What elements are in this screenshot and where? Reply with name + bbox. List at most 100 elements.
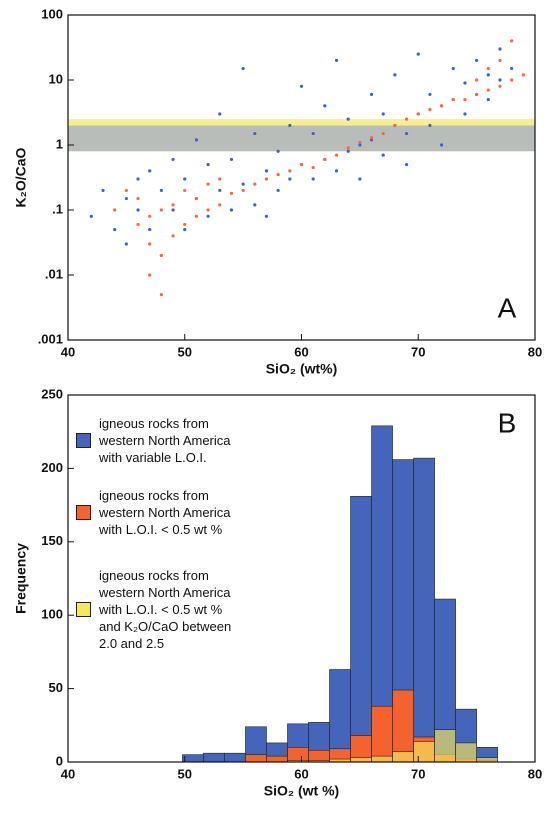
legend-label: igneous rocks from western North America…	[99, 488, 231, 537]
hist-bar	[350, 495, 372, 763]
point	[113, 208, 117, 212]
legend-swatch	[76, 505, 91, 520]
point	[510, 66, 514, 71]
x-tick-label: 70	[411, 344, 425, 359]
point	[206, 208, 210, 212]
point	[206, 214, 210, 218]
legend-swatch	[76, 433, 91, 448]
point	[218, 177, 222, 181]
point	[358, 143, 362, 147]
y-tick-label: 10	[49, 71, 63, 86]
hist-bar	[266, 755, 288, 763]
point	[194, 214, 199, 218]
point	[229, 157, 234, 162]
point	[253, 131, 257, 136]
point	[276, 149, 280, 153]
panel-label: A	[498, 292, 517, 323]
point	[346, 117, 350, 121]
hist-bar	[413, 741, 435, 763]
point	[183, 188, 187, 193]
point	[171, 234, 175, 238]
legend-entry: igneous rocks from western North America…	[76, 567, 231, 652]
point	[148, 273, 152, 277]
hist-bar	[455, 742, 477, 763]
y-tick-label: .01	[45, 266, 63, 281]
point	[475, 92, 479, 97]
point	[358, 140, 362, 144]
x-axis-label: SiO₂ (wt %)	[264, 783, 339, 799]
hist-bar	[434, 729, 456, 763]
point	[136, 177, 140, 181]
point	[381, 131, 385, 136]
legend-entry: igneous rocks from western North America…	[76, 487, 231, 538]
point	[159, 253, 163, 258]
point	[148, 242, 152, 246]
point	[486, 66, 490, 71]
hist-bar	[224, 752, 246, 763]
y-tick-label: .1	[52, 201, 63, 216]
point	[510, 39, 514, 43]
point	[148, 214, 152, 218]
legend-swatch	[76, 602, 91, 617]
point	[451, 97, 455, 102]
point	[229, 191, 234, 196]
y-tick-label: 100	[41, 6, 63, 21]
point	[416, 112, 420, 116]
point	[183, 177, 187, 181]
x-tick-label: 50	[178, 344, 192, 359]
point	[194, 196, 199, 201]
point	[183, 222, 187, 227]
x-tick-label: 40	[61, 766, 75, 781]
point	[159, 208, 163, 212]
point	[358, 177, 362, 181]
point	[486, 73, 490, 77]
point	[463, 97, 467, 102]
point	[288, 169, 292, 173]
point	[101, 188, 105, 193]
point	[393, 73, 397, 77]
point	[334, 169, 339, 173]
x-axis-label: SiO₂ (wt%)	[266, 361, 338, 377]
y-tick-label: 150	[41, 533, 63, 548]
point	[288, 177, 292, 181]
x-tick-label: 80	[528, 766, 542, 781]
point	[136, 208, 140, 212]
point	[323, 104, 327, 108]
x-tick-label: 40	[61, 344, 75, 359]
point	[369, 135, 374, 140]
point	[323, 157, 327, 162]
hist-bar	[392, 689, 414, 763]
point	[369, 92, 374, 97]
point	[299, 84, 304, 88]
point	[241, 182, 245, 186]
point	[311, 131, 315, 136]
y-tick-label: 250	[41, 386, 63, 401]
point	[159, 292, 163, 297]
point	[171, 208, 175, 212]
point	[428, 123, 432, 128]
hist-bar	[329, 669, 351, 763]
point	[148, 169, 152, 173]
point	[183, 227, 187, 232]
point	[381, 153, 385, 157]
point	[288, 123, 292, 128]
point	[463, 81, 467, 85]
point	[171, 203, 175, 207]
point	[334, 153, 339, 157]
point	[404, 117, 409, 121]
hist-bar	[371, 755, 393, 763]
point	[206, 182, 210, 186]
y-tick-label: 1	[56, 136, 63, 151]
point	[486, 97, 490, 102]
point	[510, 78, 514, 82]
x-tick-label: 50	[178, 766, 192, 781]
point	[521, 73, 525, 77]
legend-entry: igneous rocks from western North America…	[76, 415, 231, 466]
y-tick-label: 200	[41, 460, 63, 475]
point	[194, 138, 199, 142]
point	[218, 203, 222, 207]
hist-bar	[245, 754, 267, 763]
panel-label: B	[498, 407, 517, 438]
point	[486, 88, 490, 92]
